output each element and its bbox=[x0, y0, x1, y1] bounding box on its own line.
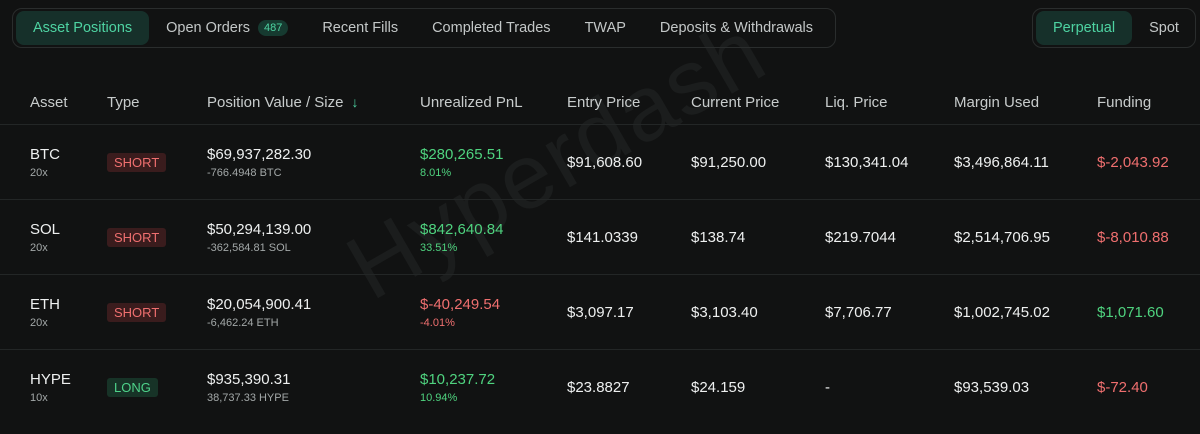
unrealized-pnl: $10,237.72 bbox=[420, 370, 496, 388]
position-size: -362,584.81 SOL bbox=[207, 241, 291, 254]
header-liq-price[interactable]: Liq. Price bbox=[825, 93, 888, 111]
tab-label: Recent Fills bbox=[322, 20, 399, 36]
position-value: $69,937,282.30 bbox=[207, 145, 312, 163]
unrealized-pnl: $842,640.84 bbox=[420, 220, 504, 238]
margin-used: $93,539.03 bbox=[954, 349, 1097, 424]
tab-recent-fills[interactable]: Recent Fills bbox=[305, 11, 415, 45]
tab-completed-trades[interactable]: Completed Trades bbox=[415, 11, 567, 45]
table-header-row: Asset Type Position Value / Size ↓ Unreal… bbox=[0, 80, 1200, 125]
position-type-badge: SHORT bbox=[107, 152, 167, 172]
position-type-badge: SHORT bbox=[107, 302, 167, 322]
tab-label: TWAP bbox=[584, 20, 626, 36]
funding: $-2,043.92 bbox=[1097, 124, 1200, 200]
entry-price: $141.0339 bbox=[567, 199, 691, 275]
perpetual-toggle-button[interactable]: Perpetual bbox=[1036, 11, 1133, 45]
tab-open-orders[interactable]: Open Orders 487 bbox=[149, 11, 305, 45]
funding: $-8,010.88 bbox=[1097, 199, 1200, 275]
market-type-toggle: Perpetual Spot bbox=[1032, 8, 1196, 48]
asset-name[interactable]: ETH bbox=[30, 295, 60, 313]
tab-label: Completed Trades bbox=[432, 20, 551, 36]
leverage: 10x bbox=[30, 391, 48, 404]
unrealized-pnl-percent: 10.94% bbox=[420, 391, 458, 404]
position-value: $20,054,900.41 bbox=[207, 295, 312, 313]
position-size: -6,462.24 ETH bbox=[207, 316, 279, 329]
asset-name[interactable]: SOL bbox=[30, 220, 61, 238]
position-value: $50,294,139.00 bbox=[207, 220, 312, 238]
table-row[interactable]: BTC 20x SHORT $69,937,282.30 -766.4948 BTC… bbox=[0, 124, 1200, 200]
unrealized-pnl-percent: 8.01% bbox=[420, 166, 452, 179]
position-type-badge: LONG bbox=[107, 377, 158, 397]
unrealized-pnl-percent: 33.51% bbox=[420, 241, 458, 254]
position-tabs: Asset Positions Open Orders 487 Recent Fi… bbox=[12, 8, 836, 48]
header-unrealized-pnl[interactable]: Unrealized PnL bbox=[420, 93, 523, 111]
entry-price: $23.8827 bbox=[567, 349, 691, 424]
position-size: -766.4948 BTC bbox=[207, 166, 282, 179]
funding: $1,071.60 bbox=[1097, 274, 1200, 350]
header-funding[interactable]: Funding bbox=[1097, 93, 1152, 111]
header-position-value-label: Position Value / Size bbox=[207, 93, 344, 111]
margin-used: $1,002,745.02 bbox=[954, 274, 1097, 350]
positions-table: Asset Type Position Value / Size ↓ Unreal… bbox=[0, 80, 1200, 424]
liq-price: - bbox=[825, 349, 954, 424]
current-price: $91,250.00 bbox=[691, 124, 825, 200]
leverage: 20x bbox=[30, 241, 48, 254]
table-row[interactable]: SOL 20x SHORT $50,294,139.00 -362,584.81 S… bbox=[0, 199, 1200, 275]
tab-deposits-withdrawals[interactable]: Deposits & Withdrawals bbox=[643, 11, 830, 45]
header-position-value[interactable]: Position Value / Size ↓ bbox=[207, 80, 420, 125]
unrealized-pnl: $280,265.51 bbox=[420, 145, 504, 163]
margin-used: $2,514,706.95 bbox=[954, 199, 1097, 275]
tab-twap[interactable]: TWAP bbox=[568, 11, 643, 45]
asset-name[interactable]: HYPE bbox=[30, 370, 71, 388]
table-row[interactable]: HYPE 10x LONG $935,390.31 38,737.33 HYPE $… bbox=[0, 349, 1200, 424]
tab-label: Deposits & Withdrawals bbox=[659, 20, 814, 36]
entry-price: $3,097.17 bbox=[567, 274, 691, 350]
header-type[interactable]: Type bbox=[107, 93, 140, 111]
current-price: $3,103.40 bbox=[691, 274, 825, 350]
open-orders-count-badge: 487 bbox=[257, 20, 289, 36]
funding: $-72.40 bbox=[1097, 349, 1200, 424]
liq-price: $219.7044 bbox=[825, 199, 954, 275]
current-price: $24.159 bbox=[691, 349, 825, 424]
position-value: $935,390.31 bbox=[207, 370, 291, 388]
header-asset[interactable]: Asset bbox=[30, 93, 68, 111]
header-margin-used[interactable]: Margin Used bbox=[954, 93, 1040, 111]
leverage: 20x bbox=[30, 316, 48, 329]
header-current-price[interactable]: Current Price bbox=[691, 93, 780, 111]
header-entry-price[interactable]: Entry Price bbox=[567, 93, 641, 111]
tab-asset-positions[interactable]: Asset Positions bbox=[16, 11, 150, 45]
liq-price: $130,341.04 bbox=[825, 124, 954, 200]
leverage: 20x bbox=[30, 166, 48, 179]
liq-price: $7,706.77 bbox=[825, 274, 954, 350]
asset-name[interactable]: BTC bbox=[30, 145, 60, 163]
unrealized-pnl: $-40,249.54 bbox=[420, 295, 501, 313]
margin-used: $3,496,864.11 bbox=[954, 124, 1097, 200]
entry-price: $91,608.60 bbox=[567, 124, 691, 200]
unrealized-pnl-percent: -4.01% bbox=[420, 316, 455, 329]
spot-toggle-button[interactable]: Spot bbox=[1149, 20, 1179, 36]
tab-label: Open Orders bbox=[166, 20, 250, 36]
tab-label: Asset Positions bbox=[33, 20, 133, 36]
position-size: 38,737.33 HYPE bbox=[207, 391, 289, 404]
sort-arrow-down-icon[interactable]: ↓ bbox=[351, 93, 359, 110]
position-type-badge: SHORT bbox=[107, 227, 167, 247]
table-row[interactable]: ETH 20x SHORT $20,054,900.41 -6,462.24 ETH… bbox=[0, 274, 1200, 350]
current-price: $138.74 bbox=[691, 199, 825, 275]
